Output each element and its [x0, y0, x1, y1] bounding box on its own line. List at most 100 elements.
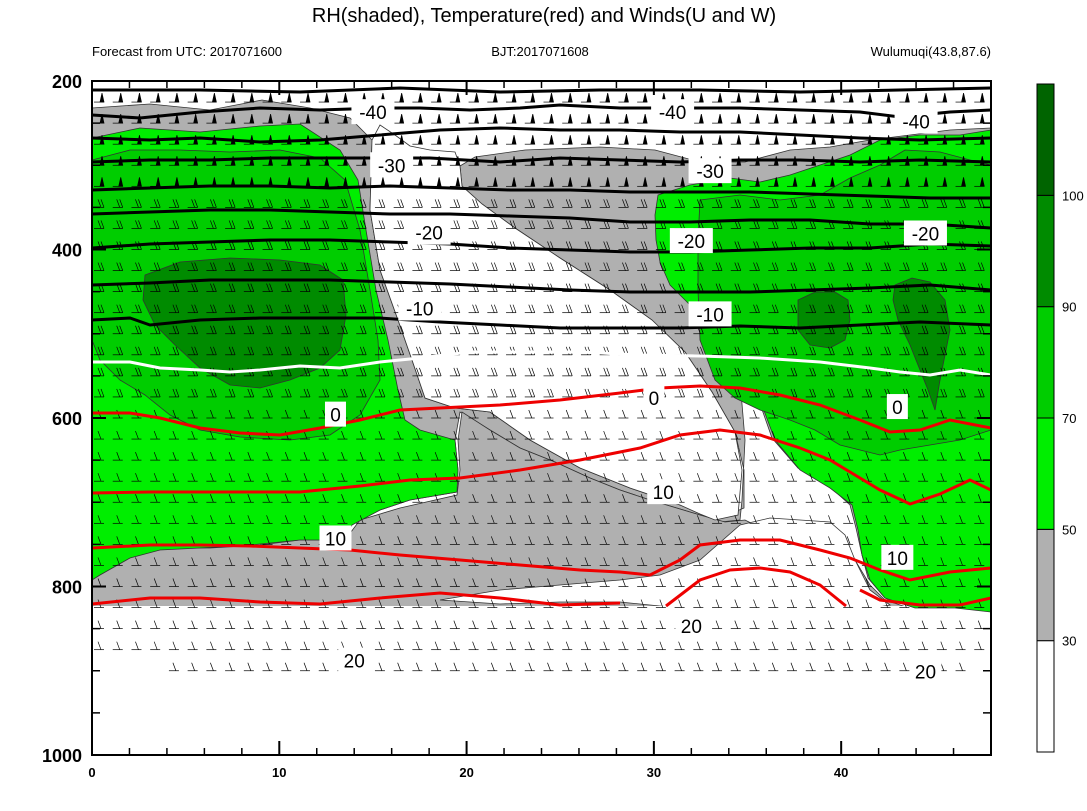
wind-barb-feather	[247, 452, 252, 461]
wind-barb-feather	[325, 241, 330, 250]
wind-barb-feather	[247, 283, 252, 292]
wind-barb-feather	[100, 325, 105, 334]
wind-barb-feather	[753, 494, 757, 503]
wind-barb-feather	[640, 283, 645, 292]
wind-barb-feather	[737, 388, 742, 398]
wind-barb-feather	[697, 283, 701, 292]
wind-barb-feather	[980, 388, 985, 398]
wind-barb-feather	[490, 494, 495, 503]
wind-barb-feather	[921, 536, 926, 545]
wind-barb-flag	[99, 177, 105, 187]
wind-barb-feather	[643, 283, 648, 292]
wind-barb-feather	[210, 641, 214, 650]
wind-barb-feather	[640, 346, 645, 355]
wind-barb-feather	[809, 388, 814, 398]
wind-barb-feather	[97, 473, 102, 482]
wind-barb-feather	[977, 409, 982, 419]
x-tick-label: 30	[647, 765, 661, 780]
wind-barb-feather	[512, 262, 517, 271]
wind-barb-feather	[322, 199, 327, 208]
wind-barb-feather	[194, 325, 198, 334]
wind-barb-feather	[397, 430, 401, 440]
wind-barb-feather	[734, 620, 739, 629]
colorbar-swatch	[1036, 640, 1055, 753]
wind-barb-feather	[490, 578, 495, 587]
wind-barb-feather	[116, 557, 121, 566]
temp-contour-red-20d	[859, 588, 991, 607]
wind-barb-feather	[509, 199, 514, 208]
wind-barb-feather	[959, 641, 963, 650]
wind-barb-feather	[809, 220, 814, 229]
wind-barb-feather	[790, 515, 795, 524]
wind-barb-flag	[773, 92, 779, 103]
wind-barb-feather	[659, 662, 664, 671]
wind-barb-feather	[734, 283, 739, 292]
wind-barb-feather	[172, 325, 177, 334]
wind-barb-feather	[437, 199, 442, 208]
wind-barb-feather	[344, 283, 348, 292]
wind-barb-feather	[547, 578, 551, 587]
wind-barb-feather	[846, 452, 851, 461]
wind-barb-feather	[344, 304, 348, 313]
wind-barb-feather	[812, 220, 817, 229]
wind-barb-feather	[697, 557, 701, 566]
wind-barb-flag	[961, 177, 966, 187]
wind-barb-feather	[622, 199, 626, 208]
wind-barb-feather	[135, 515, 139, 524]
wind-barb-feather	[472, 494, 476, 503]
temp-contour-minus30	[92, 156, 991, 164]
wind-barb-feather	[437, 346, 442, 355]
wind-barb-feather	[809, 494, 814, 503]
wind-barb-feather	[475, 325, 479, 334]
wind-barb-feather	[490, 662, 495, 671]
wind-barb-feather	[865, 620, 870, 629]
wind-barb-feather	[715, 473, 720, 482]
wind-barb-feather	[119, 199, 124, 208]
colorbar: 100 90 70 50 30	[1036, 83, 1084, 753]
wind-barb-feather	[100, 388, 105, 398]
contour-label: 0	[892, 398, 903, 419]
wind-barb-feather	[718, 388, 723, 398]
wind-barb-feather	[303, 494, 308, 503]
wind-barb-feather	[940, 388, 945, 398]
wind-barb-feather	[846, 620, 851, 629]
wind-barb-flag	[979, 92, 985, 103]
wind-barb-feather	[153, 578, 158, 587]
wind-barb-feather	[456, 220, 461, 229]
wind-barb-feather	[753, 220, 757, 229]
wind-barb-feather	[678, 199, 682, 208]
wind-barb-flag	[343, 135, 348, 145]
wind-barb-feather	[565, 620, 570, 629]
wind-barb-feather	[381, 367, 386, 376]
wind-barb-feather	[865, 473, 870, 482]
wind-barb-feather	[547, 199, 551, 208]
wind-barb-feather	[210, 620, 214, 629]
wind-barb-feather	[97, 388, 102, 398]
wind-barb-feather	[659, 620, 664, 629]
wind-barb-feather	[584, 220, 589, 229]
wind-barb-feather	[306, 304, 311, 313]
wind-barb-feather	[790, 304, 795, 313]
wind-barb-feather	[172, 262, 177, 271]
wind-barb-feather	[325, 283, 330, 292]
wind-barb-flag	[193, 114, 199, 124]
wind-barb-feather	[756, 241, 760, 250]
wind-barb-feather	[322, 620, 327, 629]
wind-barb-feather	[940, 409, 945, 419]
wind-barb-feather	[172, 641, 177, 650]
wind-barb-feather	[659, 536, 664, 545]
wind-barb-feather	[116, 473, 121, 482]
wind-barb-feather	[493, 199, 498, 208]
wind-barb-feather	[116, 641, 121, 650]
wind-barb-feather	[531, 220, 536, 229]
wind-barb-flag	[492, 92, 498, 103]
wind-barb-feather	[247, 557, 252, 566]
wind-barb-feather	[359, 494, 364, 503]
wind-barb-feather	[247, 473, 252, 482]
wind-barb-feather	[269, 241, 273, 250]
wind-barb-feather	[662, 304, 667, 313]
wind-barb-feather	[210, 557, 214, 566]
contour-label-box	[643, 384, 665, 410]
wind-barb-feather	[419, 199, 423, 208]
wind-barb-feather	[434, 578, 439, 587]
